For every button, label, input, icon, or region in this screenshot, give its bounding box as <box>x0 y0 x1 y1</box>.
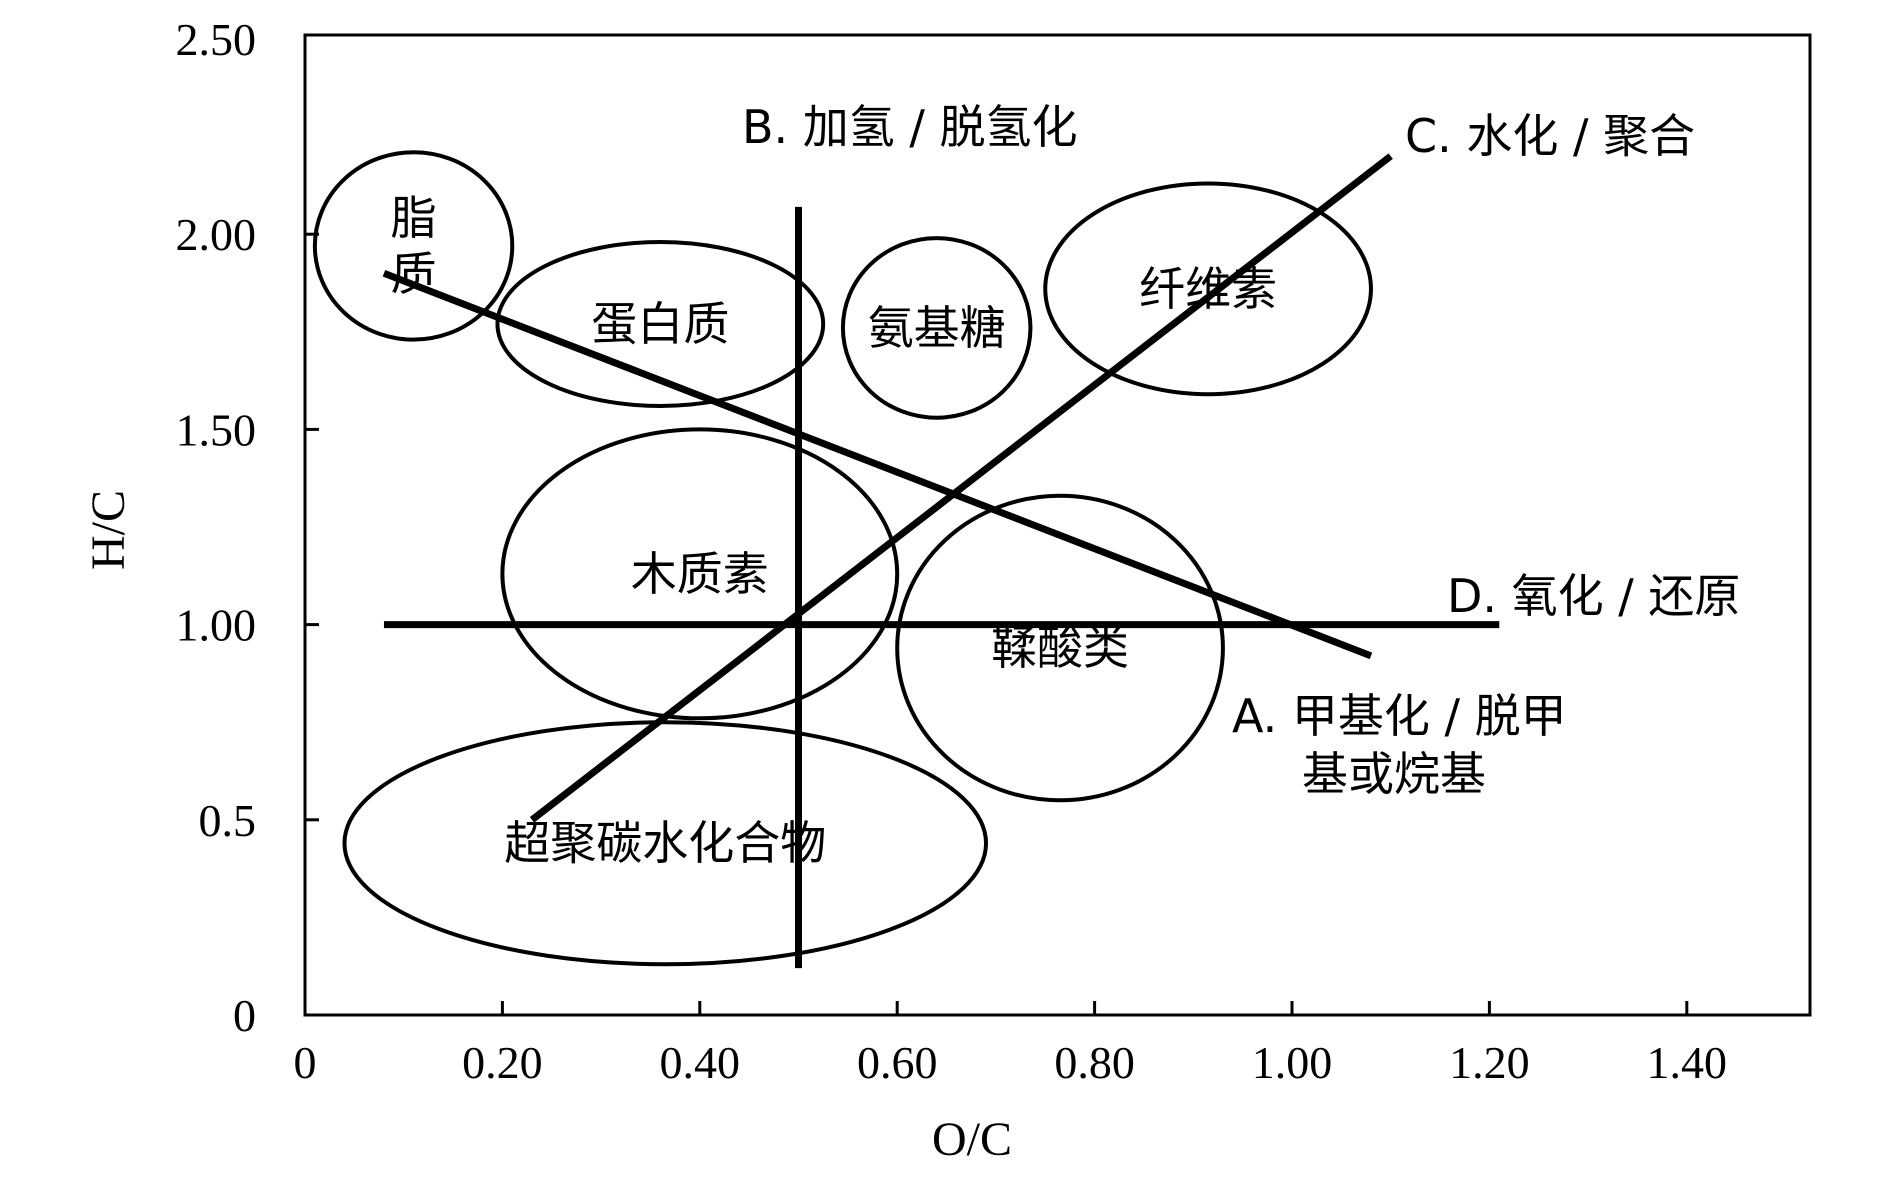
y-tick-label: 0.5 <box>199 795 257 846</box>
reaction-line-D-label: D. 氧化 / 还原 <box>1447 569 1740 623</box>
reaction-line-A <box>382 269 1373 660</box>
y-tick-label: 0 <box>233 990 256 1041</box>
y-tick-label: 2.50 <box>176 14 257 65</box>
x-tick-label: 0.40 <box>660 1037 741 1088</box>
reaction-line-A-label: A. 甲基化 / 脱甲基或烷基 <box>1232 689 1567 801</box>
x-tick-label: 0.60 <box>857 1037 938 1088</box>
y-tick-label: 2.00 <box>176 209 257 260</box>
region-lignin-outline <box>500 427 900 721</box>
region-amino-sugar-label: 氨基糖 <box>868 301 1006 355</box>
region-protein-outline <box>495 240 826 408</box>
region-protein-label: 蛋白质 <box>591 297 729 351</box>
reaction-line-labels: A. 甲基化 / 脱甲基或烷基 B. 加氢 / 脱氢化 C. 水化 / 聚合 D. 氧… <box>742 100 1740 801</box>
region-lipid-label: 脂质 <box>391 191 437 301</box>
y-axis-ticks: 0 0.5 1.00 1.50 2.00 2.50 <box>176 14 319 1041</box>
region-amino-sugar-outline <box>840 236 1033 420</box>
x-tick-label: 0 <box>294 1037 317 1088</box>
reaction-line-B-label: B. 加氢 / 脱氢化 <box>742 100 1078 154</box>
region-lipid-outline <box>312 150 515 342</box>
y-axis-title: H/C <box>82 490 135 570</box>
region-tannin-label: 鞣酸类 <box>991 621 1129 675</box>
x-tick-label: 1.00 <box>1252 1037 1333 1088</box>
reaction-line-C <box>529 153 1393 823</box>
region-condensed-hydrocarbon-outline <box>342 720 989 967</box>
reaction-lines <box>382 153 1500 969</box>
region-condensed-hydrocarbon-label: 超聚碳水化合物 <box>504 816 826 870</box>
x-tick-label: 1.20 <box>1449 1037 1530 1088</box>
y-tick-label: 1.00 <box>176 600 257 651</box>
region-lignin-label: 木质素 <box>631 547 769 601</box>
reaction-line-C-label: C. 水化 / 聚合 <box>1405 109 1695 163</box>
plot-frame <box>303 33 1812 1017</box>
region-tannin-outline <box>895 493 1225 803</box>
x-axis-ticks: 0 0.20 0.40 0.60 0.80 1.00 1.20 1.40 <box>294 1001 1728 1088</box>
x-tick-label: 0.80 <box>1054 1037 1135 1088</box>
x-tick-label: 1.40 <box>1647 1037 1728 1088</box>
y-tick-label: 1.50 <box>176 404 257 455</box>
region-cellulose-label: 纤维素 <box>1139 262 1277 316</box>
x-tick-label: 0.20 <box>462 1037 543 1088</box>
region-cellulose-outline <box>1043 181 1373 397</box>
x-axis-title: O/C <box>932 1113 1012 1166</box>
